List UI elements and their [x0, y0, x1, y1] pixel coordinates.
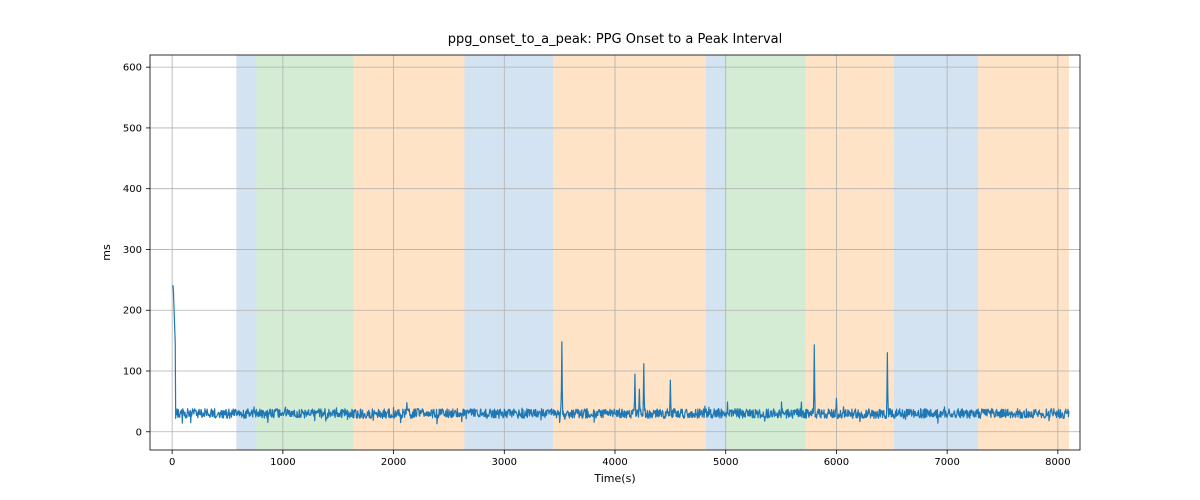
ytick-label: 500	[123, 123, 142, 134]
band-6	[706, 55, 726, 450]
ytick-label: 600	[123, 63, 142, 74]
x-axis-label: Time(s)	[593, 472, 635, 485]
ytick-label: 0	[136, 427, 142, 438]
xtick-label: 5000	[713, 457, 738, 468]
chart-svg: 0 1000 2000 3000 4000 5000 6000 7000 8000 0 100 200…	[0, 0, 1200, 500]
band-5	[611, 55, 706, 450]
band-9	[894, 55, 978, 450]
band-10	[978, 55, 1069, 450]
xtick-label: 6000	[824, 457, 849, 468]
band-2	[354, 55, 465, 450]
band-8	[805, 55, 894, 450]
xtick-label: 1000	[270, 457, 295, 468]
xtick-label: 2000	[381, 457, 406, 468]
band-3	[464, 55, 553, 450]
xtick-label: 4000	[602, 457, 627, 468]
ytick-label: 400	[123, 184, 142, 195]
xtick-label: 8000	[1045, 457, 1070, 468]
xtick-label: 3000	[492, 457, 517, 468]
ytick-label: 300	[123, 245, 142, 256]
ytick-label: 200	[123, 306, 142, 317]
chart-title: ppg_onset_to_a_peak: PPG Onset to a Peak…	[448, 32, 783, 47]
ytick-label: 100	[123, 367, 142, 378]
xtick-label: 0	[169, 457, 175, 468]
band-1	[256, 55, 353, 450]
bands-group	[236, 55, 1069, 450]
xtick-label: 7000	[934, 457, 959, 468]
y-axis-label: ms	[100, 244, 113, 261]
band-0	[236, 55, 256, 450]
band-7	[726, 55, 806, 450]
chart-container: 0 1000 2000 3000 4000 5000 6000 7000 8000 0 100 200…	[0, 0, 1200, 500]
